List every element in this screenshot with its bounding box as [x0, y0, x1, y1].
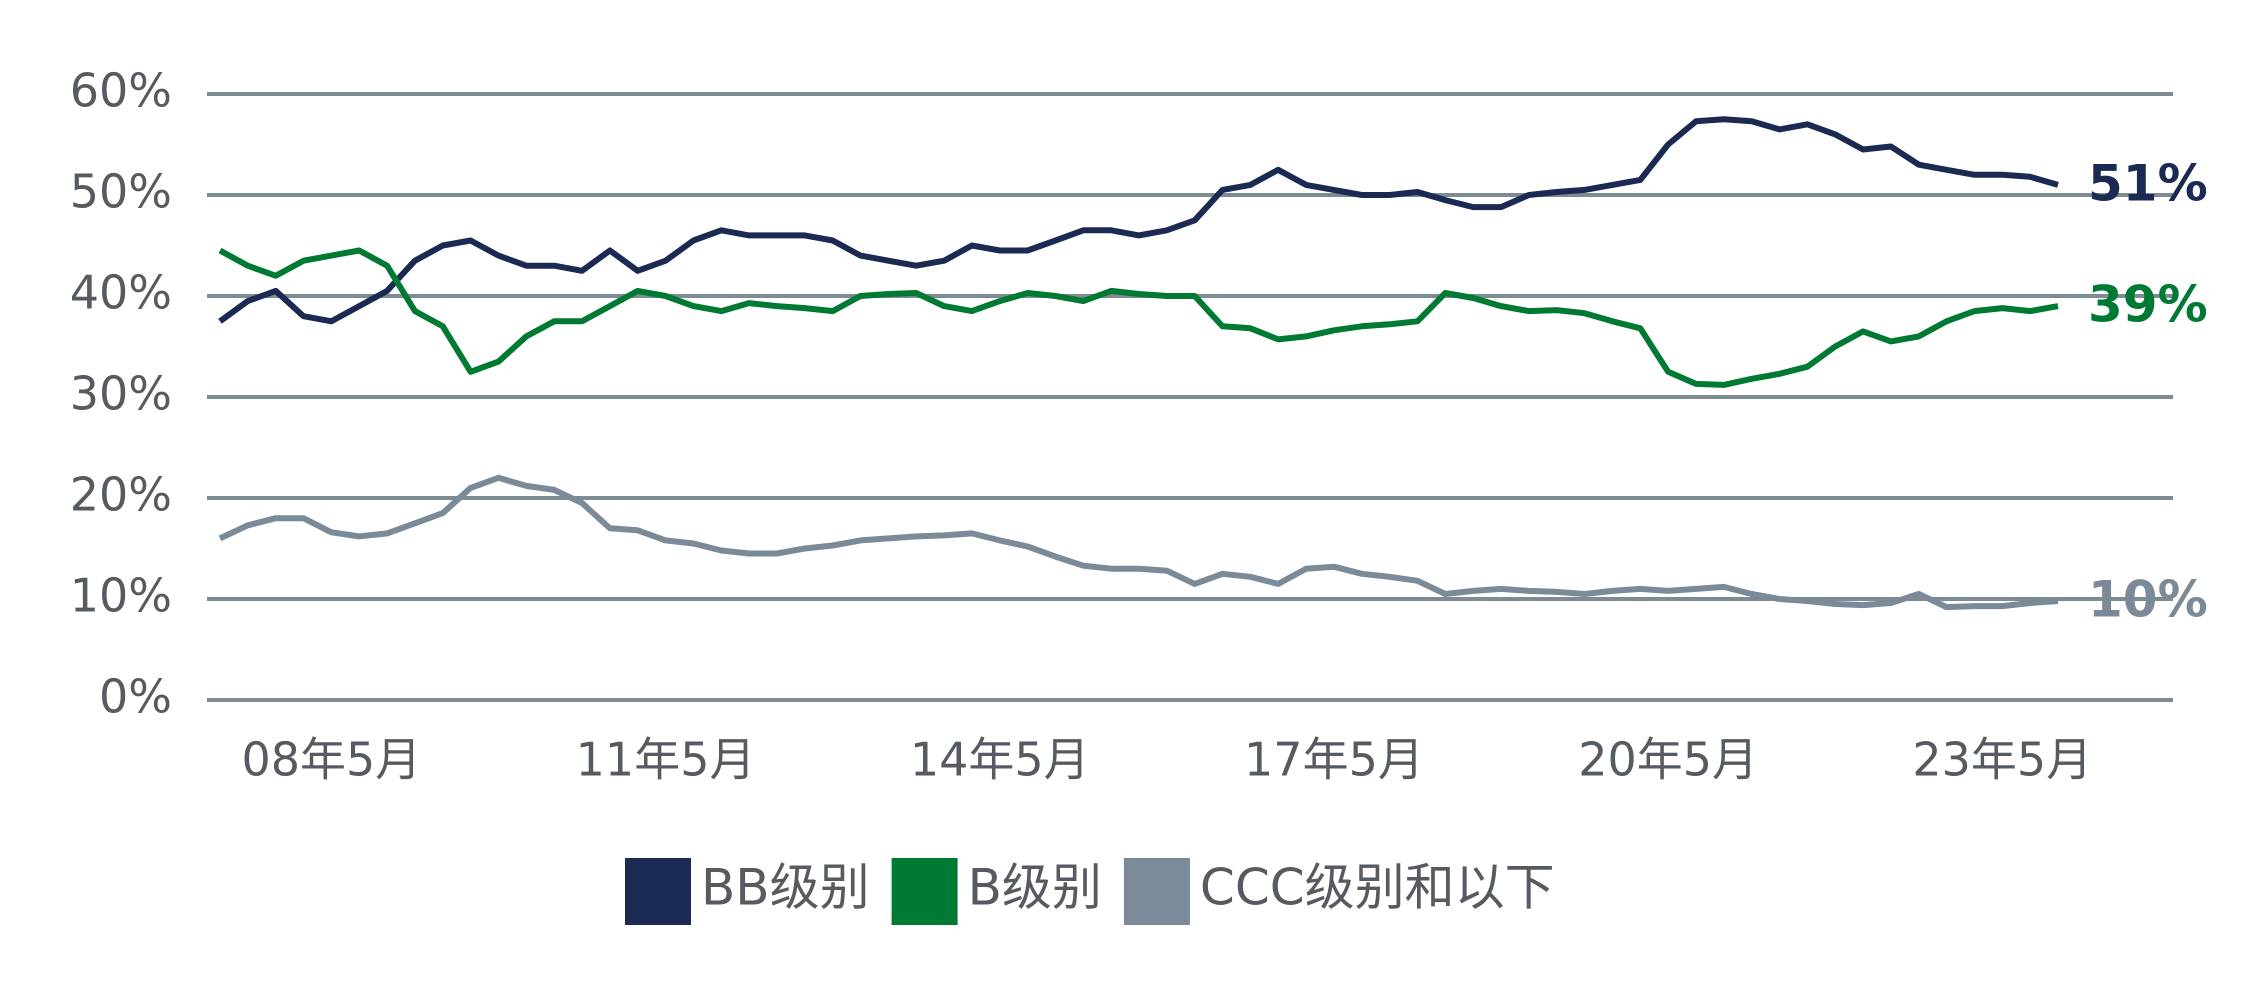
- legend-swatch: [1123, 858, 1190, 925]
- legend-label: CCC级别和以下: [1200, 859, 1555, 917]
- y-tick-label: 60%: [70, 64, 172, 118]
- x-tick-label: 11年5月: [576, 733, 756, 787]
- series-line: [218, 474, 2059, 611]
- legend-swatch: [891, 858, 958, 925]
- series-line: [218, 247, 2059, 388]
- x-tick-label: 20年5月: [1578, 733, 1758, 787]
- end-label: 51%: [2088, 154, 2208, 212]
- x-tick-label: 14年5月: [910, 733, 1090, 787]
- y-tick-label: 0%: [99, 670, 172, 724]
- y-tick-label: 10%: [70, 569, 172, 623]
- x-tick-label: 23年5月: [1912, 733, 2092, 787]
- legend-label: B级别: [968, 859, 1102, 917]
- y-tick-label: 30%: [70, 367, 172, 421]
- end-label: 39%: [2088, 276, 2208, 334]
- y-tick-label: 20%: [70, 468, 172, 522]
- x-tick-label: 17年5月: [1244, 733, 1424, 787]
- end-label: 10%: [2088, 571, 2208, 629]
- legend-label: BB级别: [701, 859, 870, 917]
- x-tick-label: 08年5月: [241, 733, 421, 787]
- series-line: [218, 116, 2059, 325]
- y-tick-label: 40%: [70, 266, 172, 320]
- legend-swatch: [625, 858, 691, 925]
- y-tick-label: 50%: [70, 165, 172, 219]
